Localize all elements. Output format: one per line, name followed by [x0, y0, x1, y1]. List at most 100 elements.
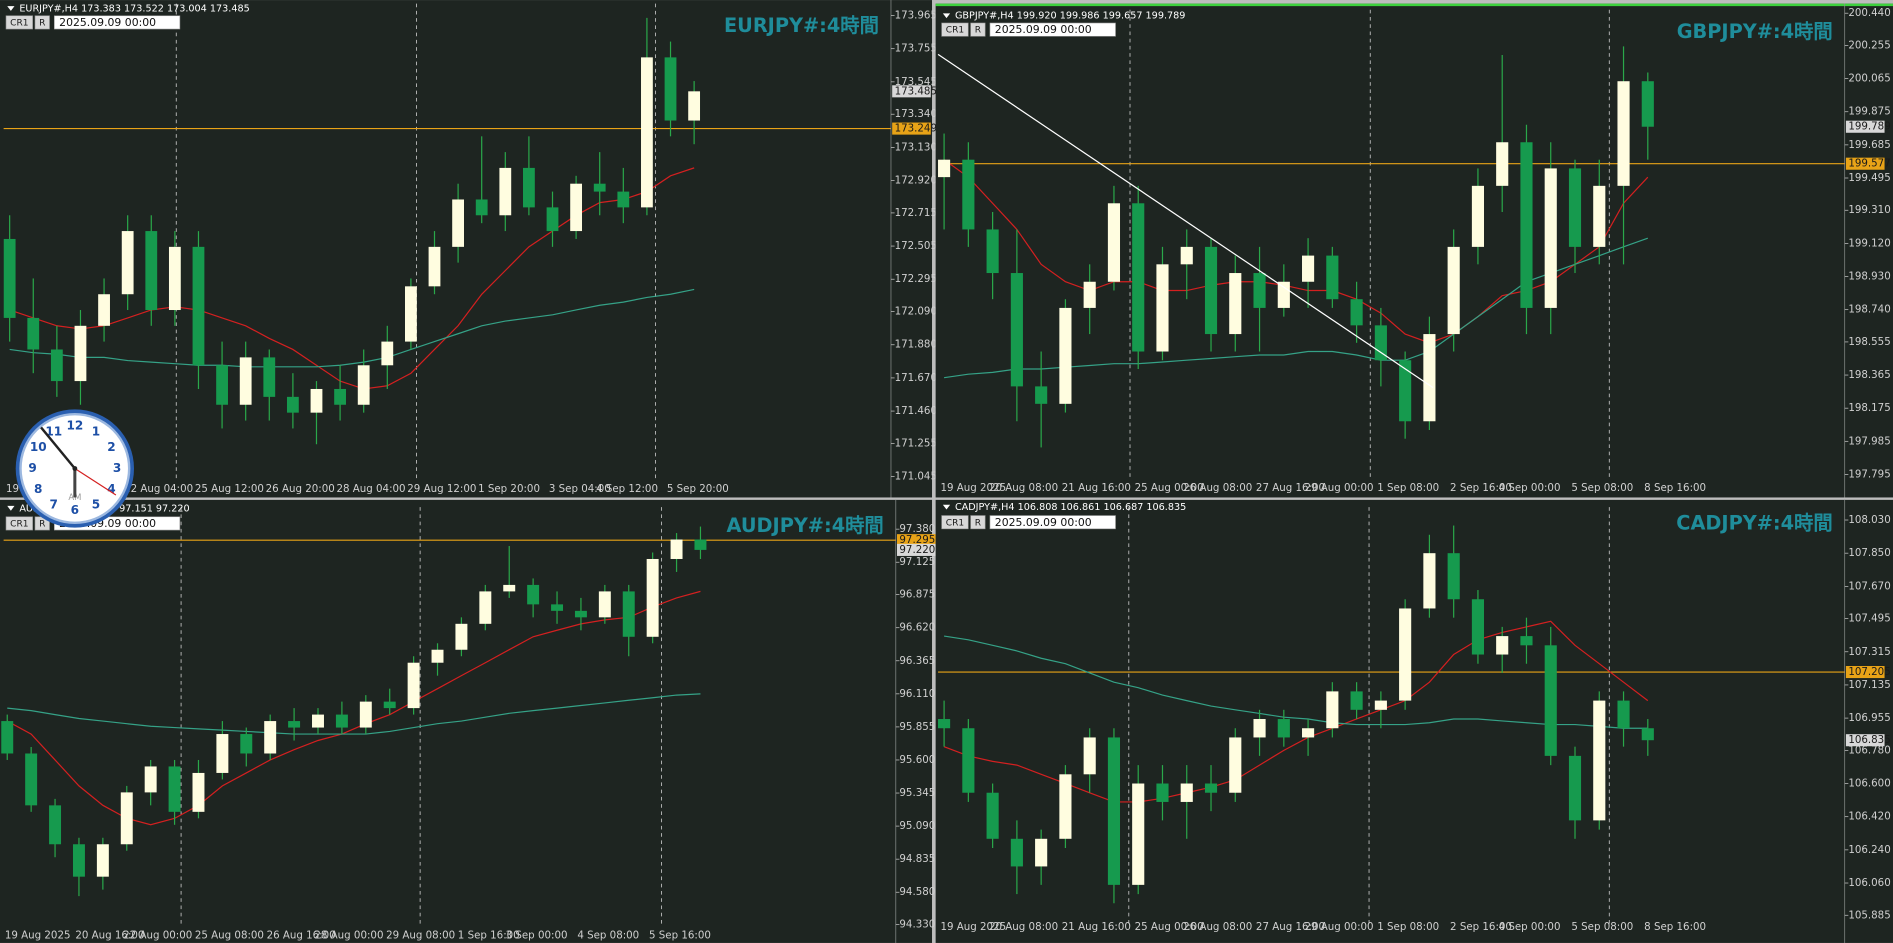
clock-numeral: 4: [107, 482, 115, 496]
chart-title: EURJPY#:4時間: [724, 14, 879, 37]
candle-body: [1399, 360, 1412, 422]
candle-body: [72, 844, 85, 877]
y-tick-label: 107.850: [1848, 547, 1890, 559]
y-tick-label: 96.365: [899, 655, 935, 667]
candle-body: [523, 167, 535, 208]
y-tick-label: 107.495: [1848, 613, 1890, 625]
hline-price-tag: 199.577: [1845, 157, 1891, 170]
y-tick-label: 173.965: [895, 10, 937, 22]
candle-body: [670, 539, 683, 559]
candle-body: [1447, 246, 1460, 335]
candle-body: [574, 610, 587, 618]
x-tick-label: 25 Aug 00:00: [1135, 482, 1204, 494]
candle-body: [1204, 246, 1218, 335]
x-tick-label: 19 Aug 2025: [940, 482, 1006, 494]
button-label: CR1: [10, 520, 28, 530]
candle-body: [938, 159, 951, 178]
candle-body: [646, 558, 659, 637]
second-hand: [74, 467, 117, 496]
candle-body: [546, 207, 559, 232]
bid-price-label: 199.789: [1848, 121, 1890, 133]
y-tick-label: 173.130: [895, 141, 937, 153]
y-tick-label: 106.060: [1848, 877, 1890, 889]
candle-body: [1496, 142, 1509, 186]
candle-body: [1617, 81, 1630, 186]
candle-body: [431, 649, 444, 663]
candle-body: [192, 772, 205, 812]
candle-body: [1326, 255, 1339, 300]
x-tick-label: 22 Aug 04:00: [124, 483, 193, 495]
x-tick-label: 2 Sep 16:00: [1450, 482, 1512, 494]
chart-pane: 97.380 97.125 96.875 96.620 96.365 96.110 95.8…: [0, 499, 936, 943]
x-tick-label: 19 Aug 2025: [5, 930, 71, 942]
pane-background: [0, 0, 933, 498]
y-tick-label: 198.740: [1848, 304, 1890, 316]
candle-body: [168, 766, 181, 812]
datetime-box: [54, 15, 181, 30]
y-tick-label: 106.240: [1848, 844, 1890, 856]
candle-body: [1350, 299, 1363, 326]
hline-price-box: [897, 534, 936, 547]
button-box: [34, 15, 50, 30]
candle-body: [1156, 783, 1169, 802]
candle-body: [3, 238, 16, 318]
candle-body: [527, 584, 540, 605]
button-label: R: [39, 18, 46, 28]
button-box: [941, 22, 969, 37]
clock-widget: 121234567891011AM: [15, 409, 135, 528]
candle-body: [1520, 636, 1533, 646]
candle-body: [641, 57, 653, 208]
clock-numeral: 3: [113, 461, 121, 475]
candle-body: [1277, 719, 1290, 738]
candle-body: [1374, 700, 1387, 710]
bid-price-box: [897, 543, 936, 556]
candle-body: [617, 191, 630, 208]
candle-body: [962, 159, 975, 230]
hline-price-tag: 173.249: [892, 122, 937, 135]
candle-body: [1059, 774, 1072, 839]
candle-body: [335, 714, 348, 728]
x-tick-label: 29 Aug 12:00: [407, 483, 476, 495]
x-tick-label: 20 Aug 16:00: [75, 930, 144, 942]
x-tick-label: 26 Aug 20:00: [266, 483, 335, 495]
y-tick-label: 199.120: [1848, 237, 1890, 249]
y-tick-label: 172.090: [895, 306, 937, 318]
datetime-label: 2025.09.09 00:00: [995, 23, 1092, 36]
x-tick-label: 26 Aug 16:00: [267, 930, 336, 942]
chart-pane: 173.965 173.755 173.545 173.340 173.130 172.9…: [0, 0, 937, 498]
candle-body: [263, 357, 276, 397]
candle-body: [357, 365, 370, 405]
y-tick-label: 199.685: [1848, 139, 1890, 151]
bid-price-label: 173.485: [895, 85, 937, 97]
x-tick-label: 28 Aug 00:00: [314, 930, 383, 942]
x-tick-label: 3 Sep 04:00: [549, 483, 611, 495]
candle-body: [1641, 81, 1654, 127]
pane-background: [0, 499, 933, 943]
candle-body: [404, 286, 417, 342]
y-tick-label: 94.580: [899, 886, 935, 898]
candle-body: [74, 325, 87, 382]
x-tick-label: 4 Sep 00:00: [1499, 482, 1561, 494]
candle-body: [1568, 168, 1582, 247]
candle-body: [1132, 203, 1145, 352]
candle-body: [1010, 838, 1023, 867]
clock-numeral: 1: [92, 424, 100, 438]
button-label: R: [975, 26, 982, 36]
y-tick-label: 106.600: [1848, 778, 1890, 790]
bid-price-box: [1845, 120, 1885, 133]
candle-body: [503, 584, 516, 592]
candle-body: [49, 805, 62, 845]
y-tick-label: 172.505: [895, 240, 937, 252]
y-tick-label: 106.420: [1848, 811, 1890, 823]
candle-body: [499, 167, 512, 216]
clock-numeral: 9: [28, 461, 36, 475]
moving-average: [9, 288, 695, 368]
hline-price-label: 97.295: [899, 534, 935, 546]
y-tick-label: 199.310: [1848, 204, 1890, 216]
candle-body: [1035, 838, 1048, 867]
y-tick-label: 172.920: [895, 175, 937, 187]
x-tick-label: 29 Aug 08:00: [386, 930, 455, 942]
y-tick-label: 95.600: [899, 754, 935, 766]
y-tick-label: 171.255: [895, 437, 937, 449]
